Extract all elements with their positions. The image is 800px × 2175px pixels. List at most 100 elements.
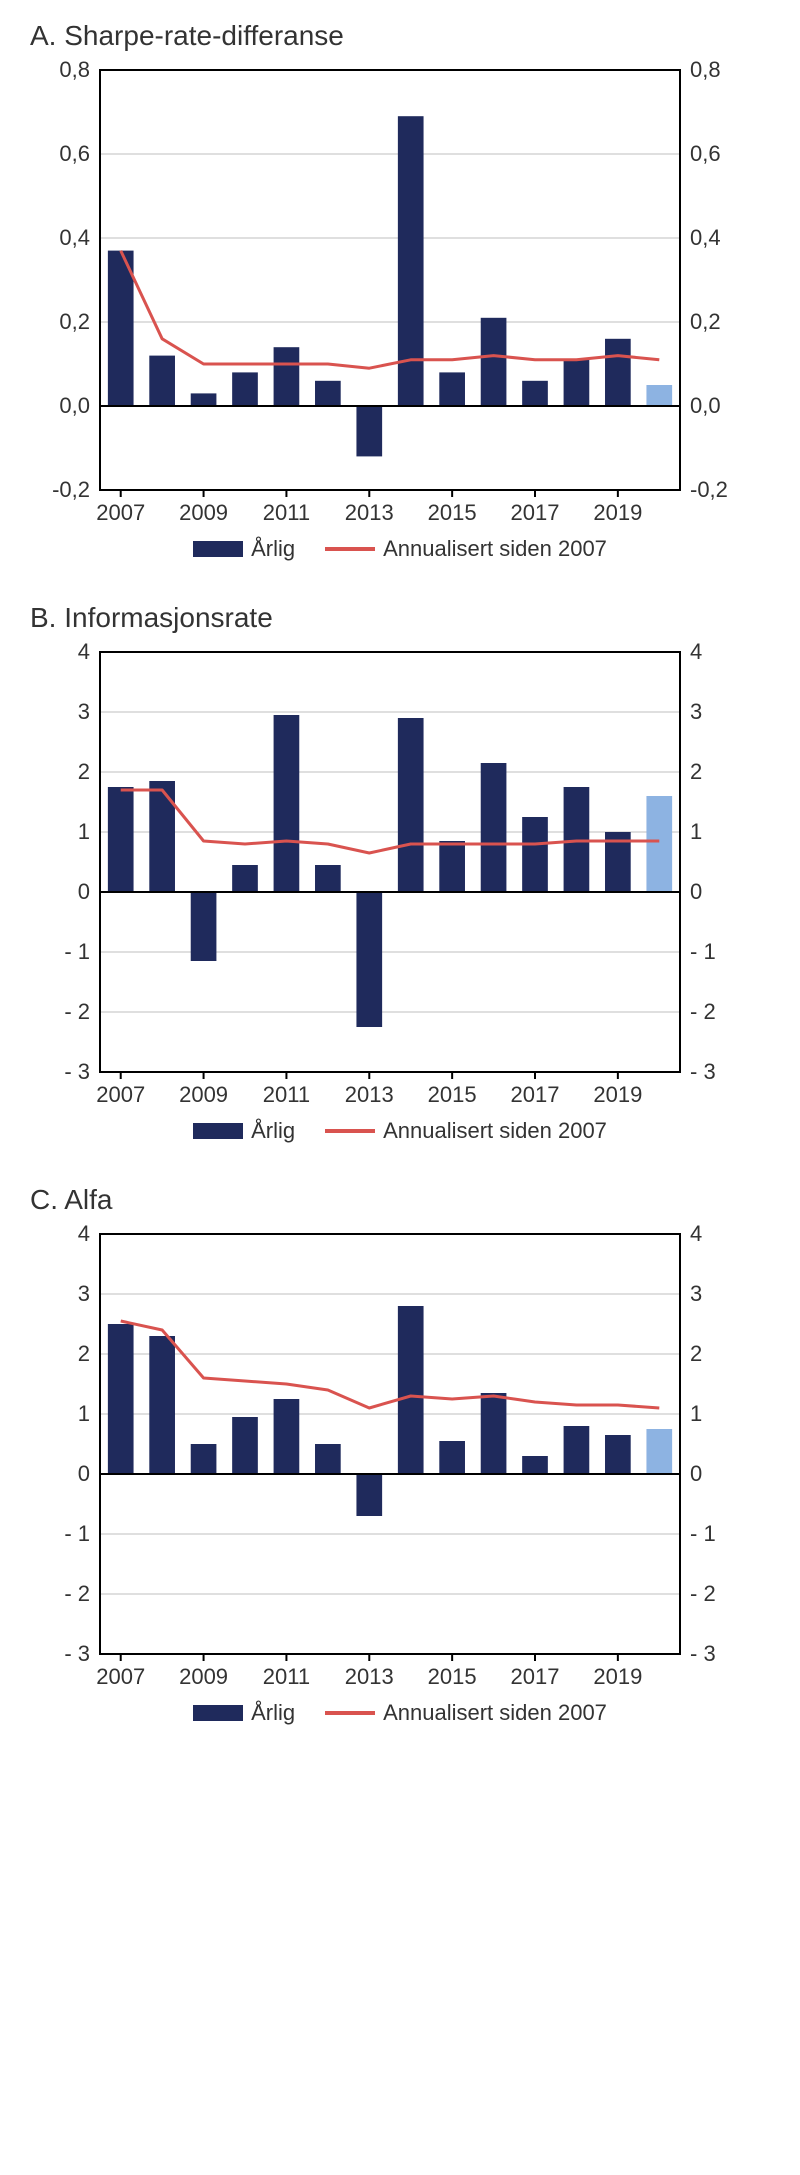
y-tick-label-left: - 1 <box>64 1521 90 1546</box>
bar <box>605 1435 631 1474</box>
y-tick-label-right: 4 <box>690 642 702 664</box>
y-tick-label-right: 1 <box>690 1401 702 1426</box>
legend: Årlig Annualisert siden 2007 <box>20 1700 780 1726</box>
legend-swatch-line <box>325 1129 375 1133</box>
bar <box>564 360 590 406</box>
legend-label-line: Annualisert siden 2007 <box>383 536 607 562</box>
y-tick-label-right: 0,0 <box>690 393 721 418</box>
y-tick-label-left: - 3 <box>64 1059 90 1084</box>
bar <box>439 372 465 406</box>
bar <box>315 381 341 406</box>
y-tick-label-right: 4 <box>690 1224 702 1246</box>
bar <box>646 385 672 406</box>
x-tick-label: 2019 <box>593 1082 642 1107</box>
bar <box>481 1393 507 1474</box>
chart-C: C. Alfa- 3- 3- 2- 2- 1- 1001122334420072… <box>20 1184 780 1726</box>
x-tick-label: 2015 <box>428 500 477 525</box>
legend-item-line: Annualisert siden 2007 <box>325 1700 607 1726</box>
y-tick-label-right: 3 <box>690 699 702 724</box>
bar <box>274 1399 300 1474</box>
y-tick-label-right: 0,8 <box>690 60 721 82</box>
y-tick-label-left: 0 <box>78 1461 90 1486</box>
bar <box>191 393 217 406</box>
y-tick-label-left: 0 <box>78 879 90 904</box>
y-tick-label-left: 1 <box>78 819 90 844</box>
bar <box>481 763 507 892</box>
legend-label-bar: Årlig <box>251 1700 295 1726</box>
y-tick-label-left: 0,6 <box>59 141 90 166</box>
y-tick-label-left: 4 <box>78 642 90 664</box>
bar <box>356 892 382 1027</box>
x-tick-label: 2017 <box>511 1664 560 1689</box>
y-tick-label-left: 1 <box>78 1401 90 1426</box>
y-tick-label-left: -0,2 <box>52 477 90 502</box>
x-tick-label: 2015 <box>428 1664 477 1689</box>
bar <box>315 1444 341 1474</box>
chart-area: - 3- 3- 2- 2- 1- 10011223344200720092011… <box>30 1224 750 1694</box>
x-tick-label: 2017 <box>511 500 560 525</box>
y-tick-label-right: 0 <box>690 1461 702 1486</box>
chart-area: - 3- 3- 2- 2- 1- 10011223344200720092011… <box>30 642 750 1112</box>
legend-item-bar: Årlig <box>193 1700 295 1726</box>
legend: Årlig Annualisert siden 2007 <box>20 536 780 562</box>
bar <box>108 787 134 892</box>
legend-label-bar: Årlig <box>251 1118 295 1144</box>
x-tick-label: 2013 <box>345 1082 394 1107</box>
bar <box>274 715 300 892</box>
legend-swatch-line <box>325 547 375 551</box>
y-tick-label-left: - 2 <box>64 1581 90 1606</box>
legend-item-bar: Årlig <box>193 1118 295 1144</box>
x-tick-label: 2009 <box>179 1664 228 1689</box>
bar <box>232 1417 258 1474</box>
line-series <box>121 251 660 369</box>
bar <box>439 841 465 892</box>
x-tick-label: 2019 <box>593 500 642 525</box>
y-tick-label-right: - 2 <box>690 1581 716 1606</box>
legend-label-line: Annualisert siden 2007 <box>383 1118 607 1144</box>
legend-item-line: Annualisert siden 2007 <box>325 536 607 562</box>
y-tick-label-left: - 3 <box>64 1641 90 1666</box>
legend-swatch-bar <box>193 541 243 557</box>
bar <box>398 718 424 892</box>
legend: Årlig Annualisert siden 2007 <box>20 1118 780 1144</box>
bar <box>356 406 382 456</box>
y-tick-label-left: 4 <box>78 1224 90 1246</box>
x-tick-label: 2007 <box>96 1082 145 1107</box>
legend-swatch-bar <box>193 1123 243 1139</box>
bar <box>564 1426 590 1474</box>
bar <box>522 381 548 406</box>
bar <box>149 356 175 406</box>
bar <box>315 865 341 892</box>
x-tick-label: 2015 <box>428 1082 477 1107</box>
y-tick-label-left: 2 <box>78 1341 90 1366</box>
chart-B: B. Informasjonsrate- 3- 3- 2- 2- 1- 1001… <box>20 602 780 1144</box>
y-tick-label-left: 0,8 <box>59 60 90 82</box>
legend-label-bar: Årlig <box>251 536 295 562</box>
y-tick-label-left: 0,2 <box>59 309 90 334</box>
y-tick-label-right: - 3 <box>690 1059 716 1084</box>
x-tick-label: 2013 <box>345 500 394 525</box>
legend-item-bar: Årlig <box>193 536 295 562</box>
bar <box>191 892 217 961</box>
x-tick-label: 2017 <box>511 1082 560 1107</box>
chart-area: -0,2-0,20,00,00,20,20,40,40,60,60,80,820… <box>30 60 750 530</box>
bar <box>439 1441 465 1474</box>
legend-swatch-bar <box>193 1705 243 1721</box>
bar <box>232 372 258 406</box>
chart-A: A. Sharpe-rate-differanse-0,2-0,20,00,00… <box>20 20 780 562</box>
bar <box>274 347 300 406</box>
y-tick-label-left: - 2 <box>64 999 90 1024</box>
bar <box>398 1306 424 1474</box>
x-tick-label: 2009 <box>179 1082 228 1107</box>
bar <box>522 1456 548 1474</box>
y-tick-label-right: 2 <box>690 759 702 784</box>
chart-title: B. Informasjonsrate <box>30 602 780 634</box>
bar <box>108 1324 134 1474</box>
y-tick-label-left: 0,4 <box>59 225 90 250</box>
x-tick-label: 2013 <box>345 1664 394 1689</box>
y-tick-label-left: 3 <box>78 699 90 724</box>
bar <box>191 1444 217 1474</box>
y-tick-label-right: - 2 <box>690 999 716 1024</box>
legend-label-line: Annualisert siden 2007 <box>383 1700 607 1726</box>
y-tick-label-left: 3 <box>78 1281 90 1306</box>
